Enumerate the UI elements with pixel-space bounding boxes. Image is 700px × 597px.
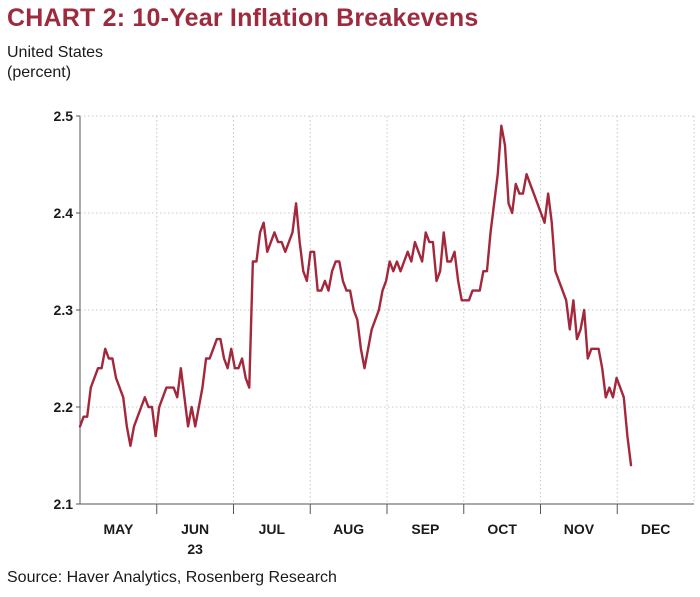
- x-tick-label: JUL: [259, 521, 286, 537]
- x-tick-label: AUG: [333, 521, 364, 537]
- grid-lines: [80, 115, 694, 504]
- series-line-breakevens: [78, 124, 633, 467]
- x-tick-label: MAY: [103, 521, 133, 537]
- chart-source: Source: Haver Analytics, Rosenberg Resea…: [7, 569, 337, 586]
- x-tick-label: NOV: [564, 521, 595, 537]
- y-tick-label: 2.5: [54, 108, 74, 124]
- y-tick-label: 2.2: [54, 399, 74, 415]
- x-tick-label: SEP: [411, 521, 439, 537]
- chart-subtitle-unit: (percent): [7, 64, 72, 81]
- y-tick-label: 2.1: [54, 496, 74, 512]
- y-tick-label: 2.4: [54, 205, 74, 221]
- x-tick-label: JUN: [181, 521, 209, 537]
- x-tick-label: OCT: [487, 521, 517, 537]
- x-year-label: 23: [187, 541, 203, 557]
- y-tick-label: 2.3: [54, 302, 74, 318]
- chart-title: CHART 2: 10-Year Inflation Breakevens: [7, 4, 479, 32]
- y-axis-ticks: 2.5 2.4 2.3 2.2 2.1: [54, 108, 80, 512]
- series-group: [78, 124, 633, 467]
- x-axis-ticks: MAY JUN JUL AUG SEP OCT NOV DEC 23: [103, 504, 670, 557]
- x-tick-label: DEC: [641, 521, 671, 537]
- chart-subtitle-country: United States: [7, 44, 104, 61]
